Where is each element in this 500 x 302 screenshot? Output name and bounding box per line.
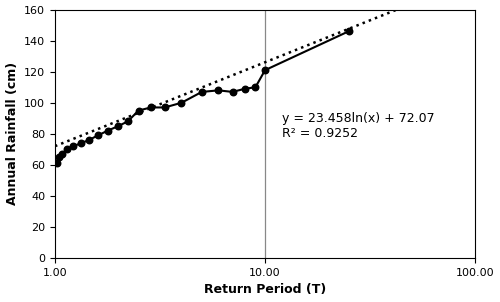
Point [104, 128, 112, 133]
Point [85, 138, 93, 143]
Point [77, 141, 85, 146]
Point [160, 105, 168, 110]
Y-axis label: Annual Rainfall (cm): Annual Rainfall (cm) [6, 62, 18, 205]
Point [56, 155, 64, 159]
Point [63, 147, 71, 152]
Point [114, 124, 122, 129]
Point [58, 152, 66, 156]
Point [94, 133, 102, 138]
Point [228, 89, 236, 94]
X-axis label: Return Period (T): Return Period (T) [204, 284, 326, 297]
Point [240, 86, 248, 91]
Point [69, 144, 77, 149]
Point [147, 105, 155, 110]
Text: y = 23.458ln(x) + 72.07
R² = 0.9252: y = 23.458ln(x) + 72.07 R² = 0.9252 [282, 112, 434, 140]
Point [344, 29, 352, 34]
Point [53, 161, 61, 166]
Point [178, 100, 186, 105]
Point [124, 119, 132, 124]
Point [198, 89, 206, 94]
Point [252, 85, 260, 90]
Point [134, 108, 142, 113]
Point [214, 88, 222, 93]
Point [261, 68, 269, 72]
